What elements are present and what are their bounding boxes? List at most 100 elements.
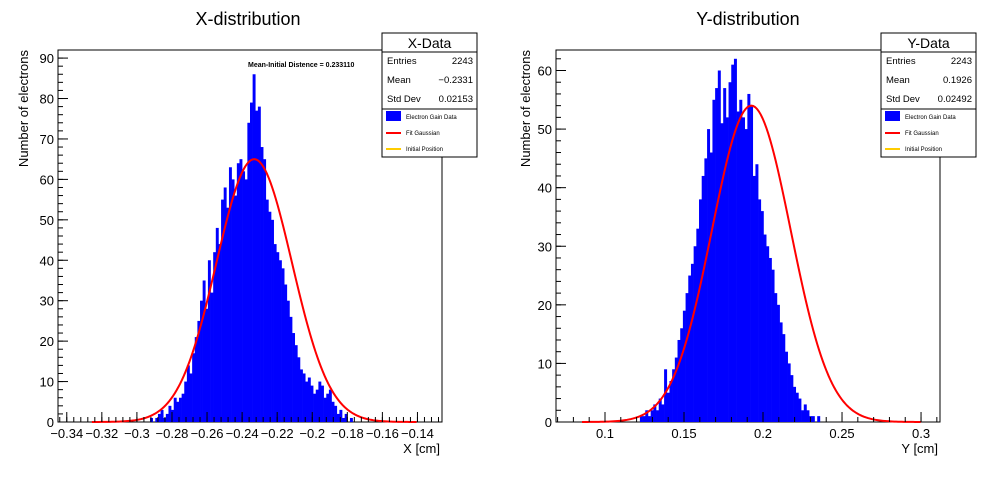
x-histogram-bar [192,353,196,422]
y-chart-xlabel: Y [cm] [901,441,938,456]
x-histogram-bar [197,320,201,422]
x-histogram-bar [244,179,248,422]
y-histogram-bar [715,88,719,422]
y-histogram-bar [642,416,646,422]
x-histogram-bar [252,74,256,422]
y-histogram-bar [744,129,748,422]
y-histogram-bar [811,416,815,422]
x-stats-mean-label: Mean [387,75,411,86]
y-histogram-bar [787,363,791,422]
x-histogram-bar [186,365,190,422]
y-histogram-bar [669,380,673,422]
x-x-tick-label: −0.16 [366,426,399,441]
x-histogram-bar [326,393,330,422]
x-histogram-bar [176,401,180,422]
x-histogram-bar [318,381,322,422]
y-chart-ylabel: Number of electrons [518,50,533,168]
x-histogram-bar [165,413,169,422]
x-histogram-bar [307,377,311,422]
x-histogram-bar [292,333,296,422]
x-histogram-bar [223,187,227,422]
x-stats-box: X-Data Entries 2243 Mean −0.2331 Std Dev… [381,32,478,158]
y-histogram-bar [774,293,778,422]
x-histogram-bar [297,357,301,422]
y-x-tick-label: 0.2 [754,426,772,441]
y-histogram-bar [806,410,810,422]
y-histogram-bar [795,392,799,422]
x-y-tick-label: 20 [40,334,54,349]
y-chart-y-axis: 0 10 20 30 40 50 60 [538,58,566,430]
y-histogram-bar [752,175,756,422]
y-histogram-bar [793,386,797,422]
y-y-tick-label: 0 [545,415,552,430]
y-histogram-bar [677,339,681,422]
x-y-tick-label: 80 [40,92,54,107]
x-legend-initial-label: Initial Position [406,147,443,153]
x-histogram-bar [286,300,290,422]
y-histogram-bar [760,211,764,422]
y-histogram-bar [725,117,729,423]
x-histogram-bar [207,260,211,422]
y-stats-stddev-value: 0.02492 [938,94,972,105]
y-histogram-bar [696,228,700,422]
y-histogram-bar [707,129,711,422]
x-histogram-bar [257,106,261,423]
x-stats-entries-value: 2243 [452,56,473,67]
y-histogram-bar [790,375,794,422]
x-histogram-bar [260,147,264,423]
y-histogram-bar [739,99,743,423]
y-histogram-bar [717,70,721,422]
x-histogram-bar [236,163,240,422]
x-x-tick-label: −0.18 [331,426,364,441]
x-histogram-bar [226,207,230,422]
x-histogram-bar [305,381,309,422]
y-histogram-bar [782,334,786,422]
y-histogram-bar [674,357,678,422]
x-histogram-bar [278,260,282,422]
x-stats-stddev-label: Std Dev [387,94,421,105]
y-histogram-bar [690,263,694,422]
x-stats-mean-value: −0.2331 [438,75,473,86]
x-histogram-bar [302,373,306,422]
x-fit-group [91,158,417,423]
x-histogram-bar [231,179,235,422]
x-legend-fit-label: Fit Gaussian [406,131,440,137]
y-histogram-bar [701,175,705,422]
y-histogram-bar [688,275,692,422]
x-histogram-bar [184,381,188,422]
x-histogram-bar [205,308,209,422]
x-histogram-bar [299,369,303,422]
x-histogram-bar [284,284,288,422]
x-histogram-bar [189,373,193,422]
y-bars [639,58,821,423]
x-histogram-bar [200,300,203,422]
x-histogram-bar [255,110,259,423]
x-histogram-bar [268,211,272,422]
y-histogram-bar [712,99,716,423]
y-histogram-bar [798,398,802,422]
x-x-tick-label: −0.26 [191,426,224,441]
x-stats-title: X-Data [408,35,452,51]
y-histogram-bar [771,269,775,422]
y-histogram-bar [639,416,643,422]
y-histogram-bar [704,158,708,422]
x-x-tick-label: −0.24 [226,426,259,441]
x-histogram-bar [210,292,214,422]
x-stats-stddev-value: 0.02153 [439,94,473,105]
y-x-tick-label: 0.1 [596,426,614,441]
y-histogram-bar [733,58,737,422]
x-histogram-bar [323,397,327,422]
y-y-tick-label: 40 [538,181,552,196]
x-x-tick-label: −0.22 [261,426,294,441]
x-y-tick-label: 90 [40,51,54,66]
y-histogram-bar [768,257,772,422]
x-histogram-bar [328,389,332,422]
x-histogram-bar [178,397,182,422]
x-histogram-bar [331,401,335,422]
y-x-tick-label: 0.3 [912,426,930,441]
x-histogram-bar [271,219,274,422]
x-histogram-bar [281,268,285,422]
x-histogram-bar [215,227,219,422]
x-histogram-bar [221,199,224,422]
y-histogram-bar [647,416,651,422]
